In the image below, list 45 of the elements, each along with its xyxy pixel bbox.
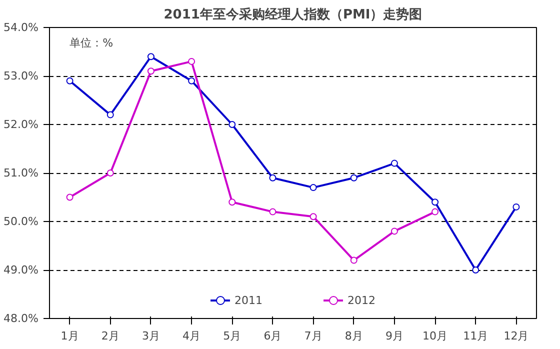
- y-tick-label: 49.0%: [4, 264, 39, 276]
- point: [228, 198, 236, 206]
- x-tick-label: 3月: [142, 330, 160, 342]
- x-tick-label: 8月: [344, 330, 363, 342]
- point: [512, 203, 520, 210]
- point: [147, 68, 154, 75]
- point: [472, 266, 480, 274]
- x-tick-label: 9月: [385, 330, 404, 342]
- point: [228, 121, 236, 128]
- point: [432, 198, 439, 206]
- point: [350, 256, 358, 264]
- x-tick-label: 7月: [304, 330, 322, 342]
- point: [269, 208, 276, 216]
- x-tick-label: 6月: [264, 330, 282, 342]
- legend-label: 2011: [234, 294, 262, 306]
- y-tick-label: 52.0%: [4, 118, 39, 131]
- x-tick-label: 5月: [223, 330, 242, 342]
- point: [390, 160, 398, 167]
- point: [106, 111, 114, 118]
- y-tick-label: 54.0%: [4, 21, 39, 34]
- point: [66, 77, 74, 84]
- chart-title: 2011年至今采购经理人指数（PMI）走势图: [164, 6, 422, 22]
- point: [106, 170, 114, 176]
- point: [147, 53, 154, 60]
- point: [350, 174, 358, 182]
- legend-label: 2012: [348, 294, 376, 306]
- point: [188, 77, 196, 84]
- y-tick-label: 53.0%: [4, 70, 39, 82]
- x-tick-label: 1月: [60, 330, 79, 342]
- point: [310, 184, 317, 192]
- x-tick-label: 10月: [422, 330, 448, 342]
- point: [66, 194, 74, 201]
- point: [269, 174, 276, 182]
- point: [310, 213, 317, 220]
- x-tick-label: 4月: [182, 330, 201, 342]
- point: [432, 208, 439, 216]
- y-tick-label: 48.0%: [4, 312, 39, 325]
- x-tick-label: 12月: [504, 330, 529, 342]
- y-tick-label: 50.0%: [4, 215, 39, 228]
- annotation: 单位：%: [70, 36, 114, 50]
- point: [390, 228, 398, 235]
- x-tick-label: 11月: [463, 330, 488, 342]
- y-tick-label: 51.0%: [4, 166, 39, 180]
- x-tick-label: 2月: [101, 330, 120, 342]
- point: [188, 58, 196, 65]
